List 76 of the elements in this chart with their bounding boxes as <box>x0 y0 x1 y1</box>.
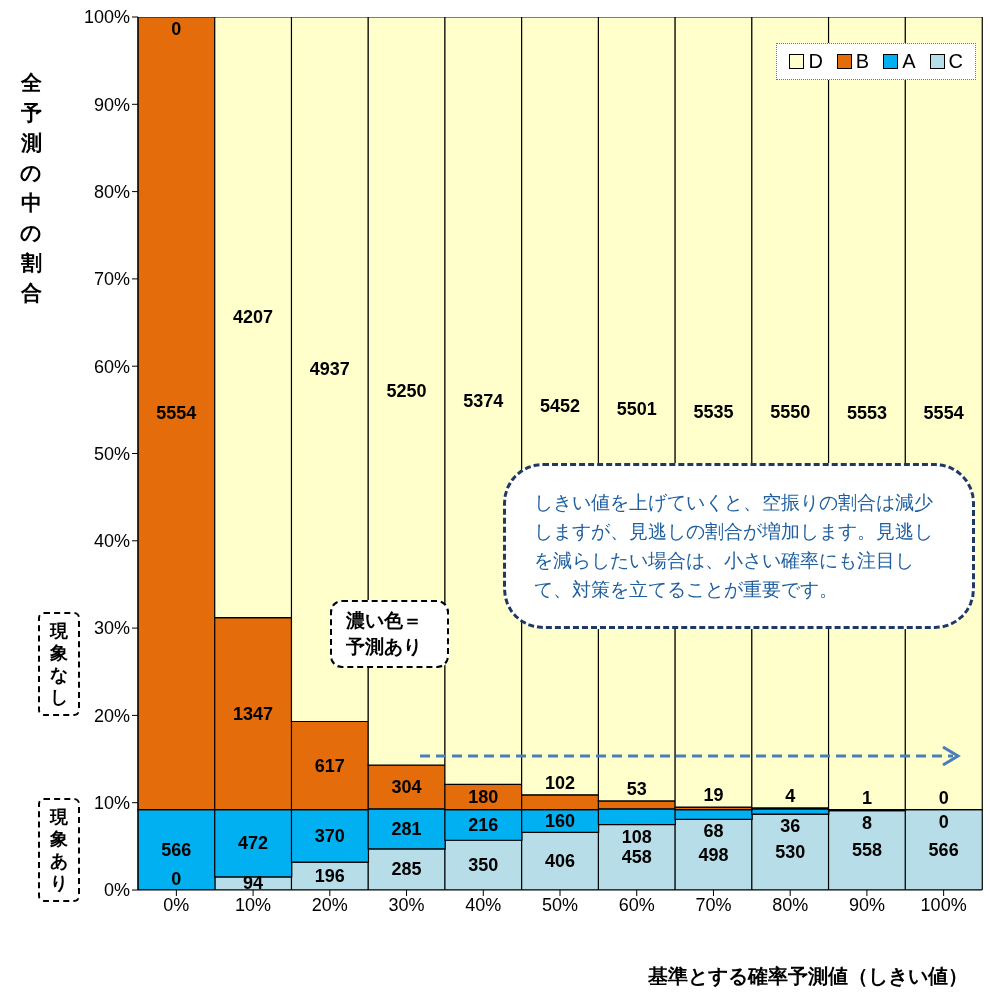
annotation: 350 <box>468 855 499 876</box>
x-tick-label: 100% <box>920 894 967 915</box>
x-tick-label: 70% <box>695 894 732 915</box>
text: 現象なし <box>38 612 80 716</box>
x-tick-label: 0% <box>163 894 190 915</box>
annotation: 472 <box>238 833 269 854</box>
annotation: 4207 <box>233 307 274 328</box>
x-tick-label: 10% <box>235 894 272 915</box>
annotation: 566 <box>161 839 192 860</box>
annotation: 108 <box>621 826 652 847</box>
annotation: 36 <box>780 816 801 837</box>
annotation: 617 <box>314 755 345 776</box>
x-tick-label: 80% <box>772 894 809 915</box>
x-tick-label: 20% <box>311 894 348 915</box>
y-tick-label: 20% <box>93 705 130 726</box>
annotation: 94 <box>243 873 264 894</box>
legend-label: D <box>807 50 823 73</box>
annotation: 53 <box>626 778 647 799</box>
x-axis-title: 基準とする確率予測値（しきい値） <box>648 964 968 989</box>
legend-label: A <box>901 50 916 73</box>
y-tick-label: 30% <box>93 618 130 639</box>
annotation: 1347 <box>233 703 274 724</box>
y-tick-label: 70% <box>93 269 130 290</box>
y-tick-label: 10% <box>93 793 130 814</box>
annotation: 5501 <box>616 398 657 419</box>
annotation: 5374 <box>463 390 504 411</box>
annotation: 458 <box>621 847 652 868</box>
legend-label: C <box>947 50 963 73</box>
annotation: 498 <box>698 844 729 865</box>
annotation: 530 <box>775 842 806 863</box>
annotation: 19 <box>703 785 724 806</box>
y-tick-label: 90% <box>93 94 130 115</box>
annotation: 5553 <box>846 403 887 424</box>
annotation: 0 <box>171 19 182 39</box>
speech-bubble: しきい値を上げていくと、空振りの割合は減少しますが、見逃しの割合が増加します。見逃しを減らしたい場合は、小さい確率にも注目して、対策を立てることが重要です。 <box>503 463 975 629</box>
annotation: 5554 <box>156 403 197 424</box>
annotation: 558 <box>851 840 882 861</box>
annotation: 68 <box>703 821 724 842</box>
callout-box: 濃い色＝予測あり <box>330 600 450 668</box>
annotation: 1 <box>861 787 872 808</box>
annotation: 281 <box>391 818 422 839</box>
annotation: 196 <box>314 866 345 887</box>
annotation: 4937 <box>309 359 350 380</box>
annotation: 0 <box>938 811 949 832</box>
y-tick-label: 50% <box>93 443 130 464</box>
annotation: 370 <box>314 825 345 846</box>
y-tick-label: 0% <box>103 880 130 901</box>
annotation: 5550 <box>770 402 811 423</box>
annotation: 4 <box>785 785 796 806</box>
annotation: 285 <box>391 859 422 880</box>
y-tick-label: 40% <box>93 531 130 552</box>
annotation: 5535 <box>693 402 734 423</box>
x-tick-label: 90% <box>848 894 885 915</box>
annotation: 406 <box>544 851 576 872</box>
text: 現象あり <box>38 798 80 902</box>
annotation: 304 <box>391 776 422 797</box>
x-tick-label: 60% <box>618 894 655 915</box>
annotation: 216 <box>468 814 499 835</box>
annotation: 566 <box>928 839 959 860</box>
x-tick-label: 50% <box>541 894 579 915</box>
annotation: 160 <box>544 811 576 832</box>
legend-label: B <box>854 50 870 73</box>
y-tick-label: 60% <box>93 356 130 377</box>
annotation: 180 <box>468 787 499 808</box>
annotation: 102 <box>544 772 576 793</box>
y-tick-label: 80% <box>93 181 130 202</box>
annotation: 8 <box>861 812 872 833</box>
x-tick-label: 30% <box>388 894 425 915</box>
x-tick-label: 40% <box>465 894 502 915</box>
y-tick-label: 100% <box>83 7 130 28</box>
annotation: 5452 <box>539 395 581 416</box>
annotation: 0 <box>171 869 182 889</box>
annotation: 5554 <box>923 403 964 424</box>
annotation: 5250 <box>386 381 427 402</box>
y-axis-title: 全予測の中の割合 <box>19 70 43 306</box>
annotation: 0 <box>938 787 949 808</box>
